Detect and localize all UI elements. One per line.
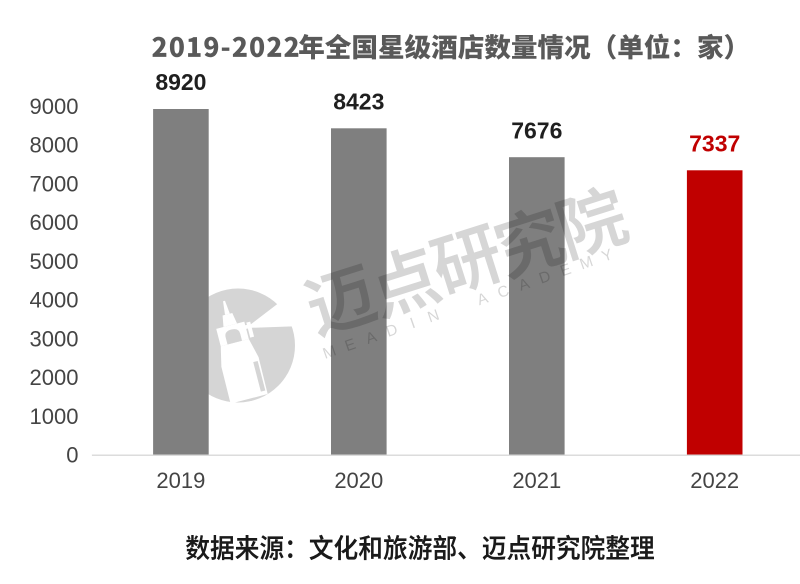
svg-text:2022: 2022 <box>690 468 739 493</box>
svg-text:0: 0 <box>66 443 78 468</box>
svg-text:3000: 3000 <box>30 326 79 351</box>
svg-text:2021: 2021 <box>512 468 561 493</box>
svg-text:D: D <box>384 321 400 341</box>
svg-text:M: M <box>321 342 339 362</box>
svg-text:7337: 7337 <box>689 131 740 157</box>
svg-text:C: C <box>495 282 511 302</box>
svg-text:9000: 9000 <box>30 94 79 119</box>
svg-text:N: N <box>425 307 441 327</box>
svg-text:2019: 2019 <box>156 468 205 493</box>
svg-text:8000: 8000 <box>30 133 79 158</box>
svg-text:D: D <box>537 268 553 288</box>
svg-text:I: I <box>408 315 418 332</box>
svg-text:7676: 7676 <box>511 117 562 143</box>
svg-text:6000: 6000 <box>30 210 79 235</box>
svg-text:2020: 2020 <box>334 468 383 493</box>
svg-text:7000: 7000 <box>30 171 79 196</box>
svg-text:M: M <box>578 253 596 273</box>
svg-text:4000: 4000 <box>30 288 79 313</box>
svg-text:1000: 1000 <box>30 404 79 429</box>
svg-text:2000: 2000 <box>30 365 79 390</box>
svg-text:8423: 8423 <box>333 89 384 115</box>
svg-text:5000: 5000 <box>30 249 79 274</box>
svg-text:8920: 8920 <box>155 69 206 95</box>
